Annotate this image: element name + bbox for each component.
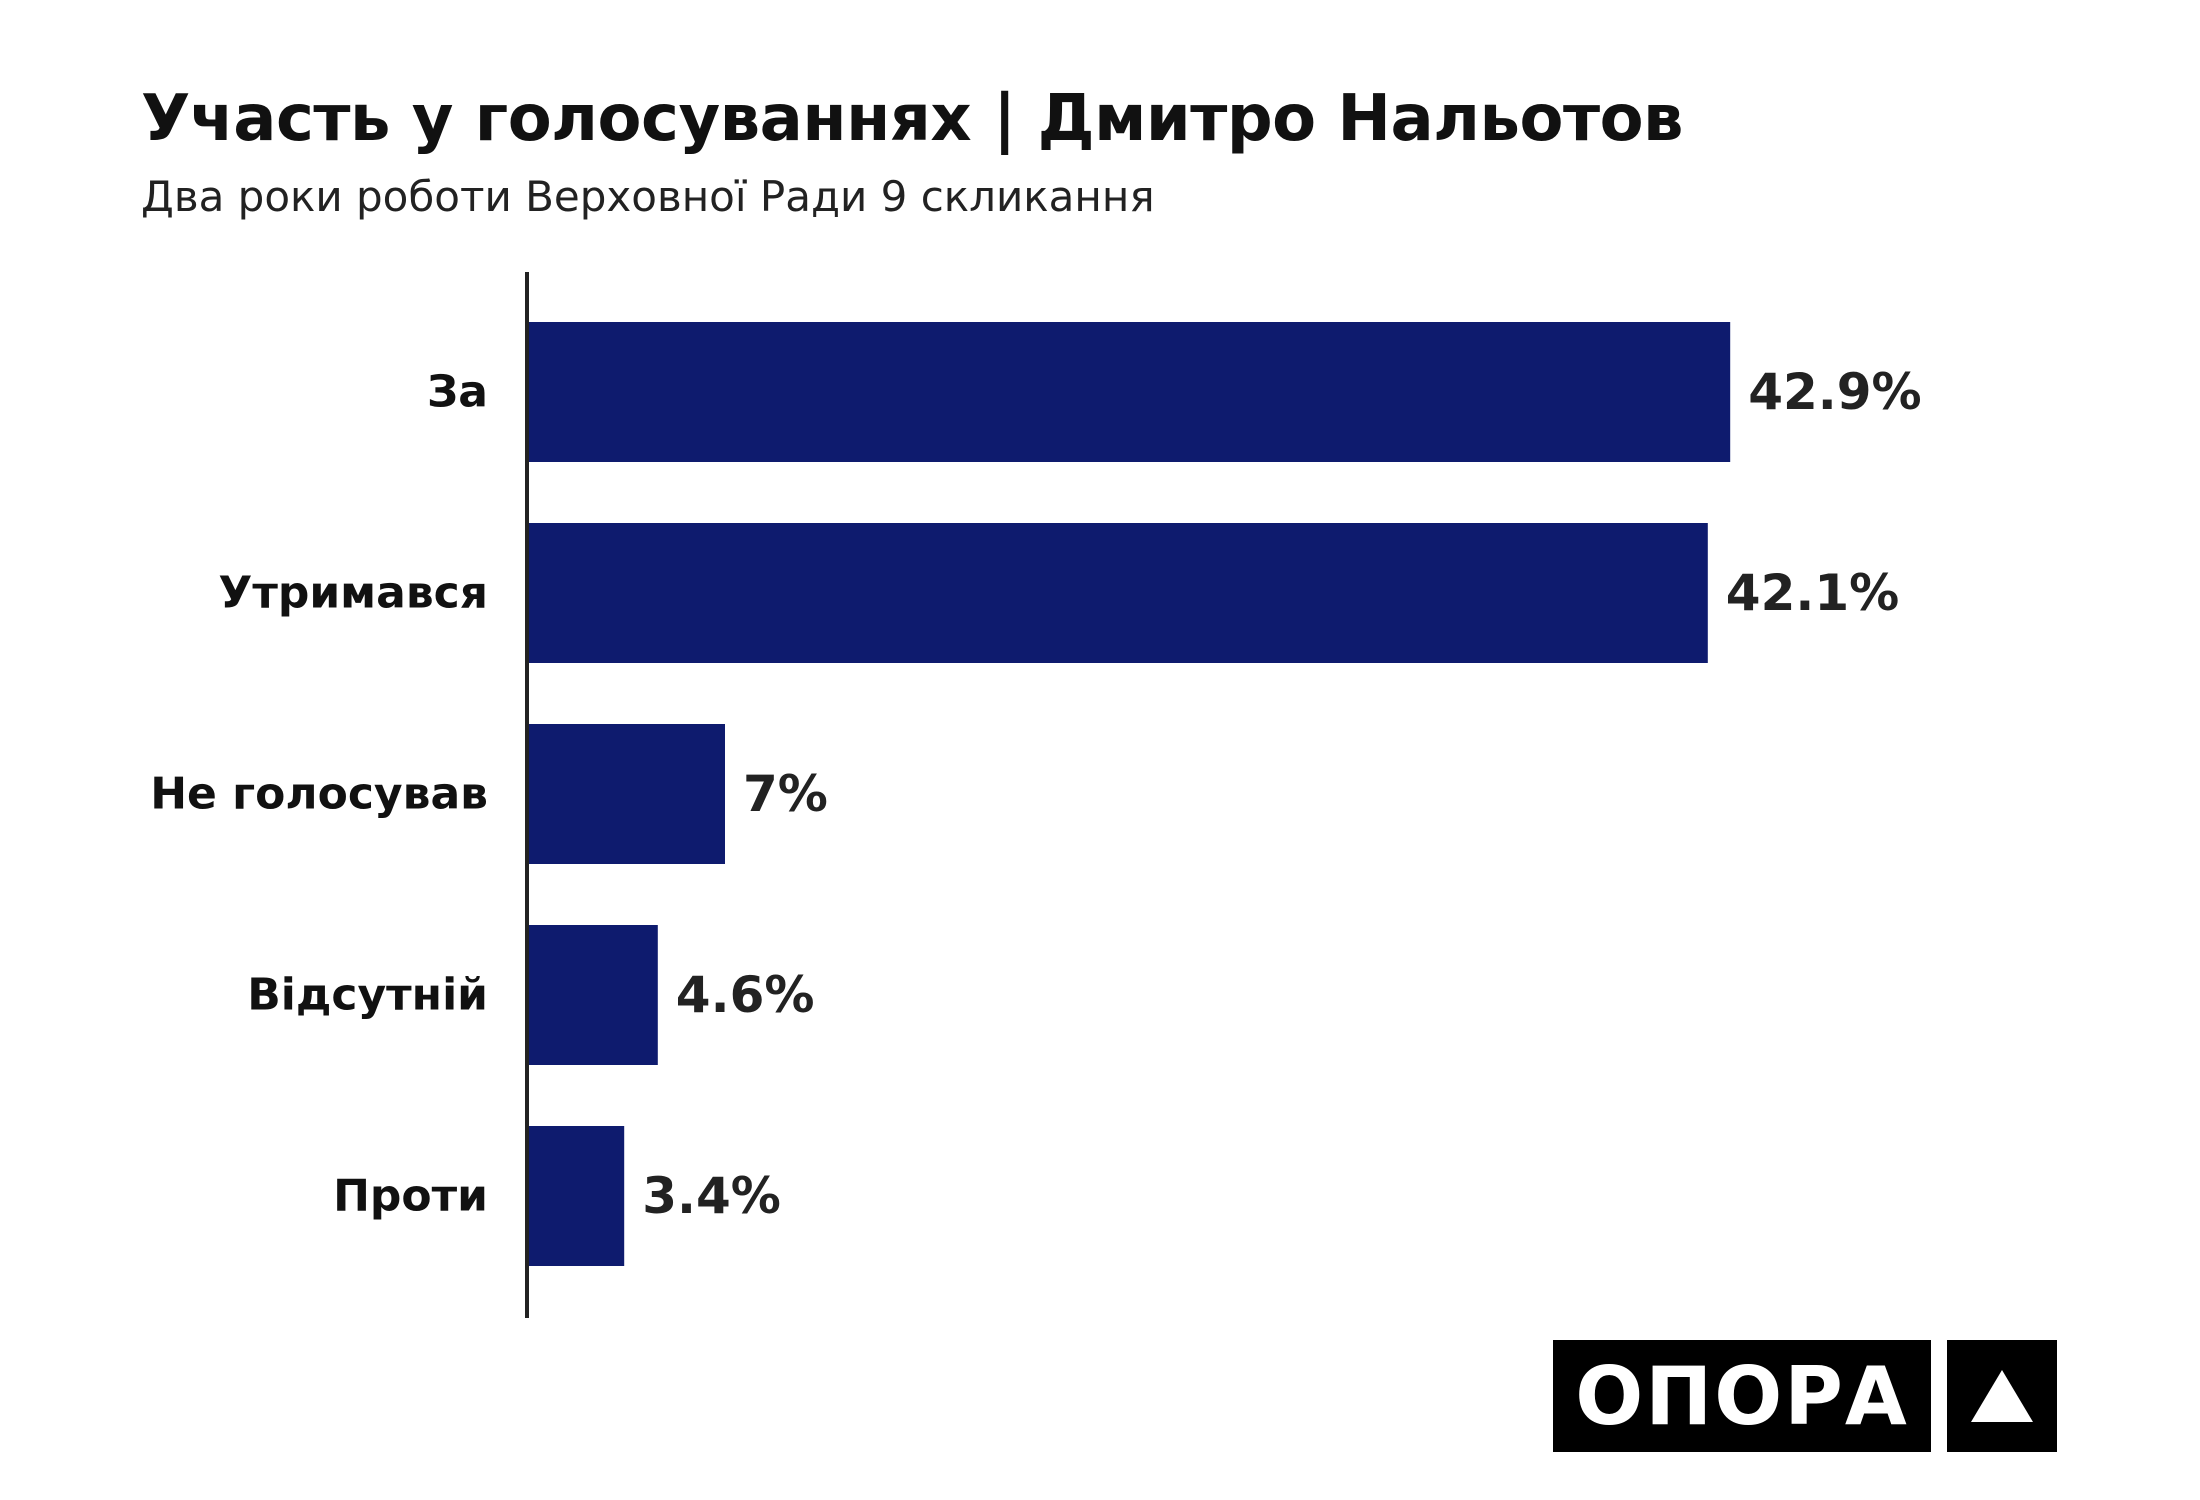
category-label-4: Проти: [333, 1171, 488, 1222]
value-label-2: 7%: [743, 765, 828, 823]
logo-wordmark: ОПОРА: [1553, 1340, 1931, 1452]
chart-title: Участь у голосуваннях | Дмитро Нальотов: [141, 82, 1684, 156]
bar-2: [529, 724, 725, 864]
bar-0: [529, 322, 1731, 462]
category-label-2: Не голосував: [150, 769, 488, 820]
value-label-4: 3.4%: [642, 1167, 781, 1225]
bars-layer: За 42.9% Утримався 42.1% Не голосував 7% Відсу…: [150, 322, 1922, 1266]
category-label-1: Утримався: [218, 568, 488, 619]
chart-subtitle: Два роки роботи Верховної Ради 9 скликан…: [141, 172, 1155, 221]
category-label-3: Відсутній: [247, 970, 488, 1021]
bar-3: [529, 925, 658, 1065]
opora-logo: ОПОРА: [1553, 1340, 2057, 1452]
triangle-up-icon: [1947, 1340, 2057, 1452]
value-label-0: 42.9%: [1748, 363, 1921, 421]
bar-1: [529, 523, 1708, 663]
value-label-3: 4.6%: [676, 966, 815, 1024]
category-label-0: За: [427, 367, 488, 418]
value-label-1: 42.1%: [1726, 564, 1899, 622]
bar-4: [529, 1126, 625, 1266]
